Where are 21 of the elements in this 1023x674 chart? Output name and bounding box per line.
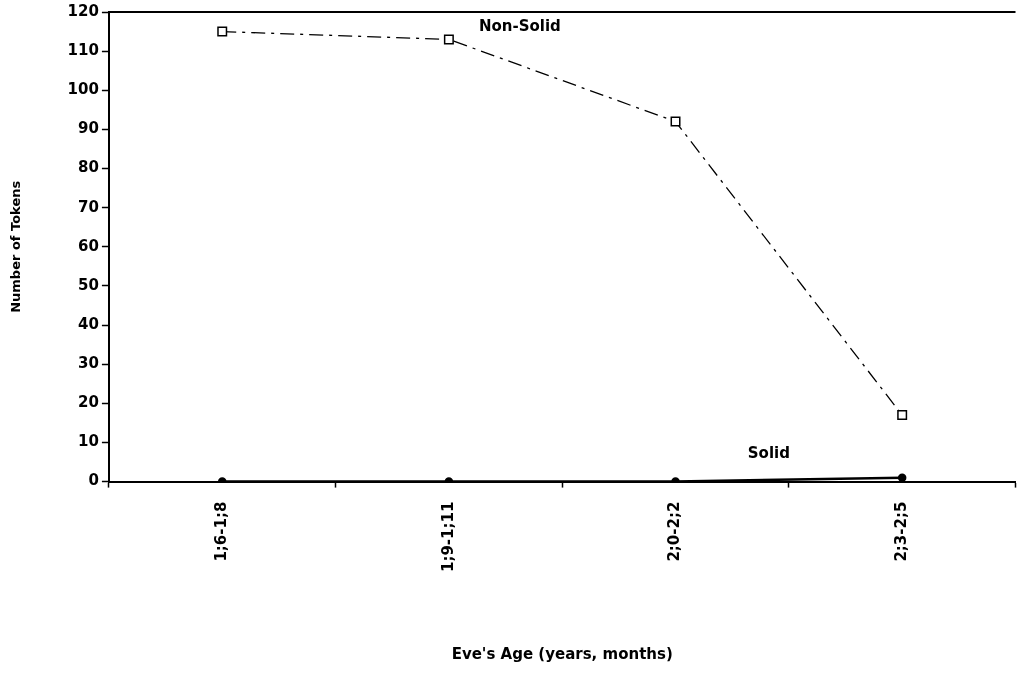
y-tick-label: 90 (78, 119, 99, 138)
x-tick-label: 2;0-2;2 (665, 501, 684, 562)
x-axis-title: Eve's Age (years, months) (451, 644, 673, 663)
y-tick-label: 30 (78, 354, 99, 373)
y-tick-label: 120 (67, 1, 99, 20)
x-tick-label: 2;3-2;5 (892, 501, 911, 562)
series-label: Solid (747, 443, 790, 462)
y-tick-label: 20 (78, 393, 99, 412)
y-tick-label: 70 (78, 197, 99, 216)
y-tick-label: 100 (67, 80, 99, 99)
y-tick-label: 60 (78, 236, 99, 255)
y-tick-label: 80 (78, 158, 99, 177)
y-tick-label: 10 (78, 432, 99, 451)
y-tick-label: 0 (88, 471, 99, 490)
y-tick-label: 40 (78, 314, 99, 333)
x-tick-label: 1;9-1;11 (438, 501, 457, 573)
series-label: Non-Solid (478, 17, 561, 36)
y-tick-label: 50 (78, 275, 99, 294)
y-tick-label: 110 (67, 41, 99, 60)
y-axis-title: Number of Tokens (8, 180, 24, 313)
x-tick-label: 1;6-1;8 (212, 501, 231, 562)
